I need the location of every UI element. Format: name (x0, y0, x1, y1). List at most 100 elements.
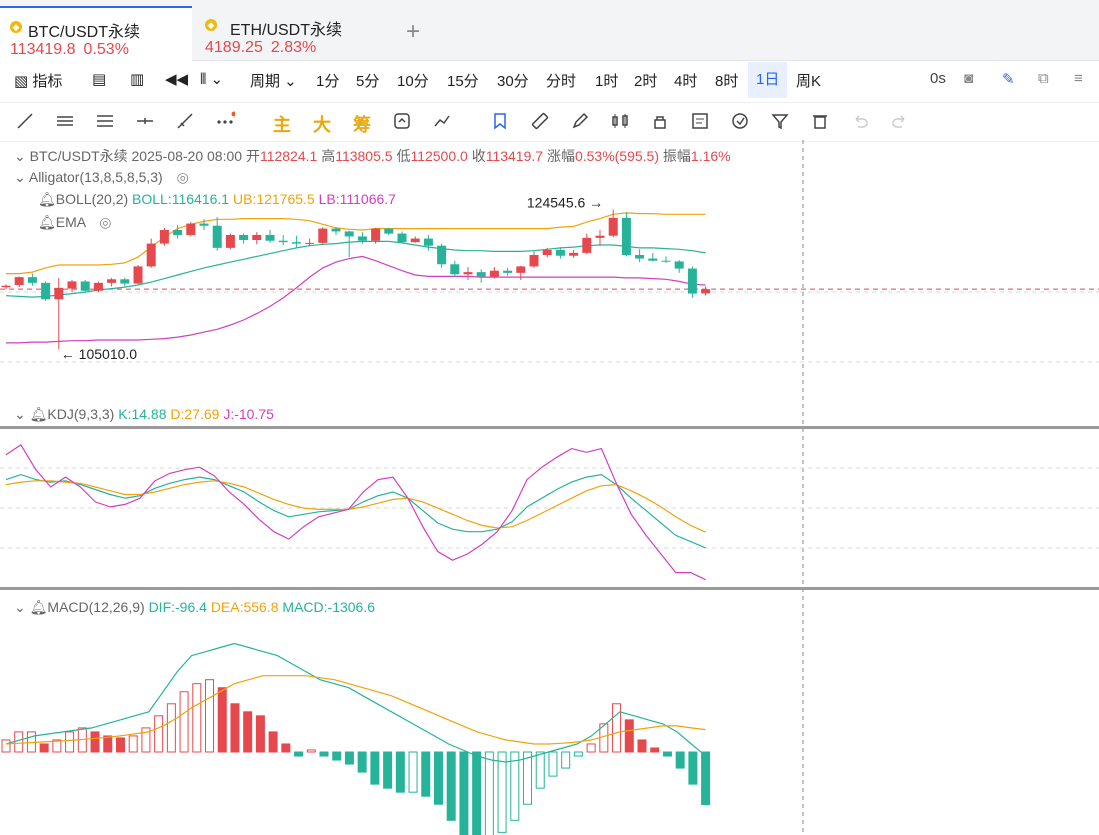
more-tools-icon[interactable] (215, 111, 237, 131)
magnet-icon[interactable] (730, 111, 750, 131)
interval-week[interactable]: 周K (796, 73, 822, 90)
candle-body (225, 235, 235, 248)
pane-divider[interactable] (0, 426, 1099, 429)
tab-btc[interactable]: ◆ BTC/USDT永续 113419.8 0.53% (0, 6, 192, 62)
filter-icon[interactable] (770, 111, 790, 131)
columns-icon[interactable]: ▥ (130, 71, 145, 88)
kdj-label: KDJ(9,3,3) (47, 406, 115, 422)
ray-icon[interactable] (175, 111, 195, 131)
big-order-button[interactable]: 大 (313, 115, 331, 135)
kdj-k-line (5, 473, 706, 549)
macd-bar (433, 751, 443, 805)
period-button[interactable]: 周期 ⌄ (250, 73, 297, 90)
macd-bar (332, 751, 342, 761)
candle-body (489, 270, 499, 277)
candle-body (635, 255, 645, 259)
collapse-icon[interactable]: ⌄ (14, 169, 26, 185)
candle-body (687, 268, 697, 294)
candle-body (1, 285, 11, 288)
macd-bar (383, 751, 393, 789)
pen-icon[interactable] (570, 111, 590, 131)
candle-body (186, 223, 196, 235)
candle-body (67, 281, 77, 289)
refresh-icon[interactable] (392, 111, 412, 131)
interval-30m[interactable]: 30分 (497, 73, 529, 90)
interval-5m[interactable]: 5分 (356, 73, 380, 90)
ruler-icon[interactable] (530, 111, 550, 131)
candle-body (569, 252, 579, 256)
interval-timeshare[interactable]: 分时 (546, 73, 577, 90)
pane-divider[interactable] (0, 587, 1099, 590)
candle-body (305, 242, 315, 244)
bell-icon[interactable]: 🔔︎ (38, 214, 56, 230)
macd-bar (535, 751, 545, 789)
macd-bar (281, 743, 291, 753)
macd-dif-value: DIF:-96.4 (148, 599, 207, 615)
tab-price: 113419.8 (10, 41, 76, 58)
collapse-icon[interactable]: ⌄ (14, 148, 26, 164)
main-force-button[interactable]: 主 (273, 115, 291, 135)
interval-8h[interactable]: 8时 (715, 73, 739, 90)
redo-icon[interactable] (890, 111, 910, 131)
trendline-icon[interactable] (15, 111, 35, 131)
trash-icon[interactable] (810, 111, 830, 131)
interval-1h[interactable]: 1时 (595, 73, 619, 90)
candle-body (555, 250, 565, 256)
macd-bar (637, 739, 647, 753)
amp-label: 振幅 (662, 148, 691, 164)
min-price-label: ← 105010.0 (61, 346, 137, 362)
macd-bar (1, 739, 11, 753)
eye-off-icon[interactable]: ◎ (99, 214, 112, 230)
close-label: 收 (471, 148, 486, 164)
menu-icon[interactable]: ≡ (1074, 70, 1083, 87)
candle-type-icon[interactable]: ⫴ ⌄ (200, 71, 224, 88)
rewind-icon[interactable]: ◀◀ (165, 71, 189, 88)
candle-body (529, 255, 539, 267)
indicator-button[interactable]: ▧ 指标 (14, 70, 62, 91)
interval-10m[interactable]: 10分 (397, 73, 429, 90)
macd-bar (459, 751, 469, 835)
candle-body (503, 270, 513, 273)
candle-body (357, 236, 367, 241)
horizontal-ray-icon[interactable] (135, 111, 155, 131)
kdj-j-line (5, 444, 706, 581)
popout-icon[interactable]: ⧉ (1038, 70, 1049, 87)
measure-icon[interactable] (432, 111, 452, 131)
chart-canvas[interactable]: 124545.6 → ← 105010.0 (0, 140, 1099, 835)
candle-body (621, 217, 631, 255)
macd-bar (255, 715, 265, 753)
undo-icon[interactable] (850, 111, 870, 131)
macd-bar (624, 719, 634, 753)
macd-bar (39, 743, 49, 753)
add-tab-icon[interactable]: + (406, 18, 421, 45)
tab-price-line: 4189.25 2.83% (205, 39, 316, 57)
bell-icon[interactable]: 🔔︎ (29, 406, 48, 422)
interval-1m[interactable]: 1分 (316, 73, 340, 90)
candle-body (291, 242, 301, 244)
camera-icon[interactable]: ◙ (964, 70, 974, 87)
chip-button[interactable]: 筹 (353, 115, 371, 135)
interval-15m[interactable]: 15分 (447, 73, 479, 90)
edit-icon[interactable]: ✎ (1002, 71, 1015, 88)
horizontal-lines-icon[interactable] (55, 111, 75, 131)
open-value: 112824.1 (259, 148, 318, 164)
collapse-icon[interactable]: ⌄ (14, 406, 26, 422)
parallel-channel-icon[interactable] (95, 111, 115, 131)
layout-icon[interactable]: ▤ (92, 71, 107, 88)
lock-icon[interactable] (650, 111, 670, 131)
macd-bar (52, 739, 62, 753)
macd-label: MACD(12,26,9) (47, 599, 145, 615)
candle-tool-icon[interactable] (610, 111, 630, 131)
note-icon[interactable] (690, 111, 710, 131)
collapse-icon[interactable]: ⌄ (14, 599, 26, 615)
interval-1d[interactable]: 1日 (748, 62, 788, 98)
interval-2h[interactable]: 2时 (634, 73, 658, 90)
close-value: 113419.7 (485, 148, 544, 164)
bell-icon[interactable]: 🔔︎ (38, 191, 56, 207)
candle-body (661, 260, 671, 262)
tab-eth[interactable]: ◆ ETH/USDT永续 4189.25 2.83% (195, 6, 375, 60)
interval-4h[interactable]: 4时 (674, 73, 698, 90)
bookmark-icon[interactable] (490, 111, 510, 131)
eye-off-icon[interactable]: ◎ (176, 169, 189, 185)
bell-icon[interactable]: 🔔︎ (29, 599, 48, 615)
